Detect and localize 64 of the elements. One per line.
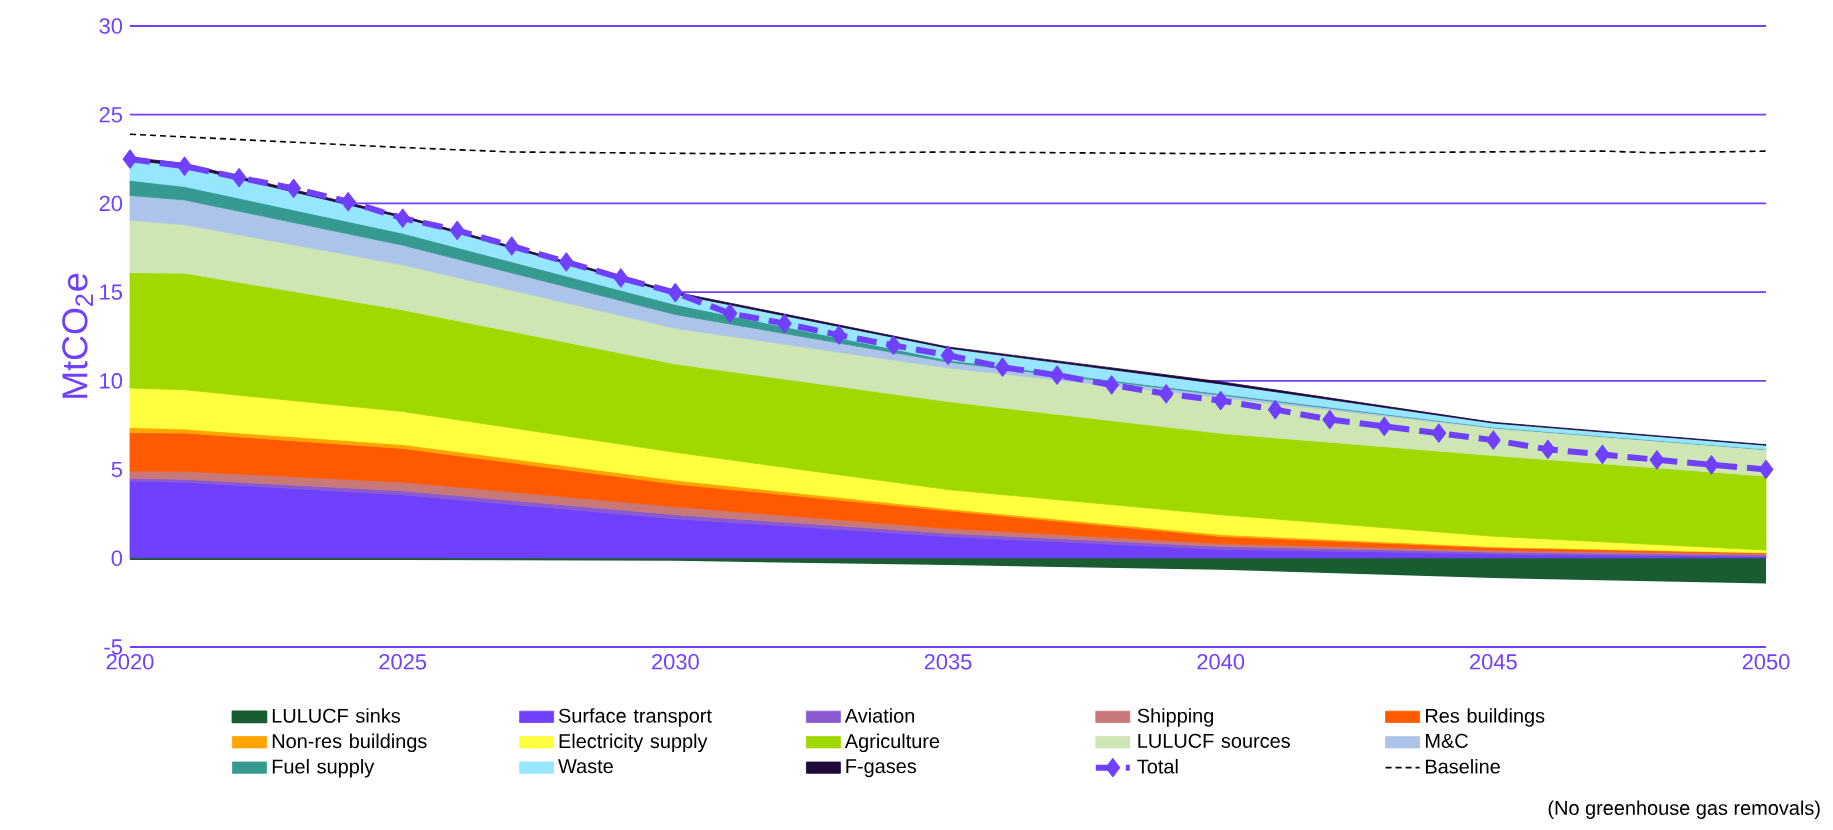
point [831,325,847,345]
legend-label: Agriculture [844,733,940,753]
legend-label: Aviation [844,708,915,723]
legend-label: Surface transport [558,708,712,727]
point [122,149,138,169]
legend-label: Electricity supply [559,733,708,753]
y-tick-label: -5 [104,639,123,655]
point [995,357,1010,377]
point [1158,384,1174,404]
x-tick-label: 2020 [106,654,154,670]
y-tick-label: 10 [100,373,123,389]
point [613,268,629,288]
point [1485,430,1501,450]
legend-label: F-gases [846,759,917,778]
point [340,192,356,212]
point [1704,455,1719,475]
point [1649,450,1665,470]
point [667,283,683,303]
text: (No greenhouse gas removals) [1548,800,1820,819]
y-axis-title: MtCO$_{2}$e [62,273,93,398]
point [1049,365,1065,385]
y-tick-label: 15 [100,284,123,300]
point [1213,390,1229,411]
point [286,178,301,198]
point [177,156,192,176]
legend-label: Non-res buildings [272,733,427,753]
point [1595,444,1610,465]
legend-label: M&C [1426,733,1468,748]
point [1322,409,1338,430]
point [395,208,411,228]
point [722,303,738,324]
y-tick-label: 20 [99,195,123,212]
line-series [129,133,1767,155]
point [504,236,520,256]
x-tick-label: 2030 [652,654,699,670]
y-tick-label: 0 [111,550,123,567]
point [1267,400,1283,420]
legend-label: Fuel supply [272,758,375,778]
x-tick-label: 2025 [379,654,427,670]
x-tick-label: 2040 [1197,654,1245,670]
legend-label: Res buildings [1426,708,1545,727]
legend-label: Baseline [1426,758,1500,774]
legend-label: Total [1137,758,1178,774]
legend-label: LULUCF sources [1138,733,1290,748]
y-tick-label: 5 [111,461,123,478]
point [777,313,792,334]
point [1104,375,1119,395]
point [1758,459,1774,479]
point [1431,423,1447,443]
y-tick-label: 30 [99,18,123,34]
x-tick-label: 2035 [924,654,972,670]
point [940,345,956,365]
point [558,252,574,272]
x-tick-label: 2050 [1742,654,1790,670]
x-tick-label: 2045 [1470,654,1517,670]
point [886,335,901,355]
legend-label: Shipping [1137,708,1214,727]
y-tick-label: 25 [99,106,123,123]
point [231,168,247,188]
point [1540,439,1556,459]
point [449,220,465,240]
point [1376,416,1392,437]
legend-label: LULUCF sinks [272,708,401,723]
legend-label: Waste [558,759,613,774]
